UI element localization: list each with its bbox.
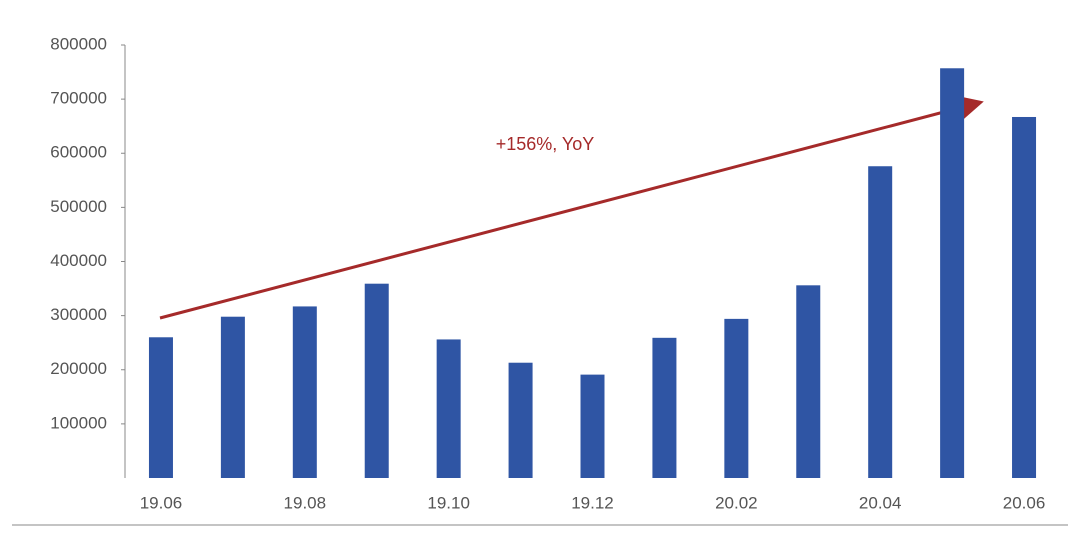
bar — [1012, 116, 1037, 478]
bar — [652, 337, 677, 478]
y-tick-label: 300000 — [50, 305, 107, 324]
x-tick-label: 19.12 — [571, 493, 614, 512]
x-tick-label: 20.02 — [715, 493, 758, 512]
bar — [724, 318, 749, 478]
bar — [148, 337, 173, 478]
x-tick-label: 19.08 — [284, 493, 327, 512]
x-tick-label: 20.04 — [859, 493, 902, 512]
y-tick-label: 500000 — [50, 197, 107, 216]
y-tick-label: 600000 — [50, 143, 107, 162]
x-tick-label: 19.10 — [427, 493, 470, 512]
bar — [940, 68, 965, 479]
y-tick-label: 200000 — [50, 359, 107, 378]
bar — [796, 285, 821, 478]
bar — [292, 306, 317, 478]
y-tick-label: 700000 — [50, 89, 107, 108]
x-tick-label: 20.06 — [1003, 493, 1046, 512]
bar — [580, 374, 605, 478]
bar — [868, 166, 893, 479]
bar — [364, 283, 389, 478]
bar — [508, 362, 533, 478]
trend-arrow — [159, 94, 984, 320]
y-tick-label: 800000 — [50, 34, 107, 53]
y-tick-label: 400000 — [50, 251, 107, 270]
y-tick-label: 100000 — [50, 413, 107, 432]
annotation: +156%, YoY — [496, 134, 595, 154]
x-tick-label: 19.06 — [140, 493, 183, 512]
bar — [436, 339, 461, 478]
bar — [220, 316, 245, 478]
